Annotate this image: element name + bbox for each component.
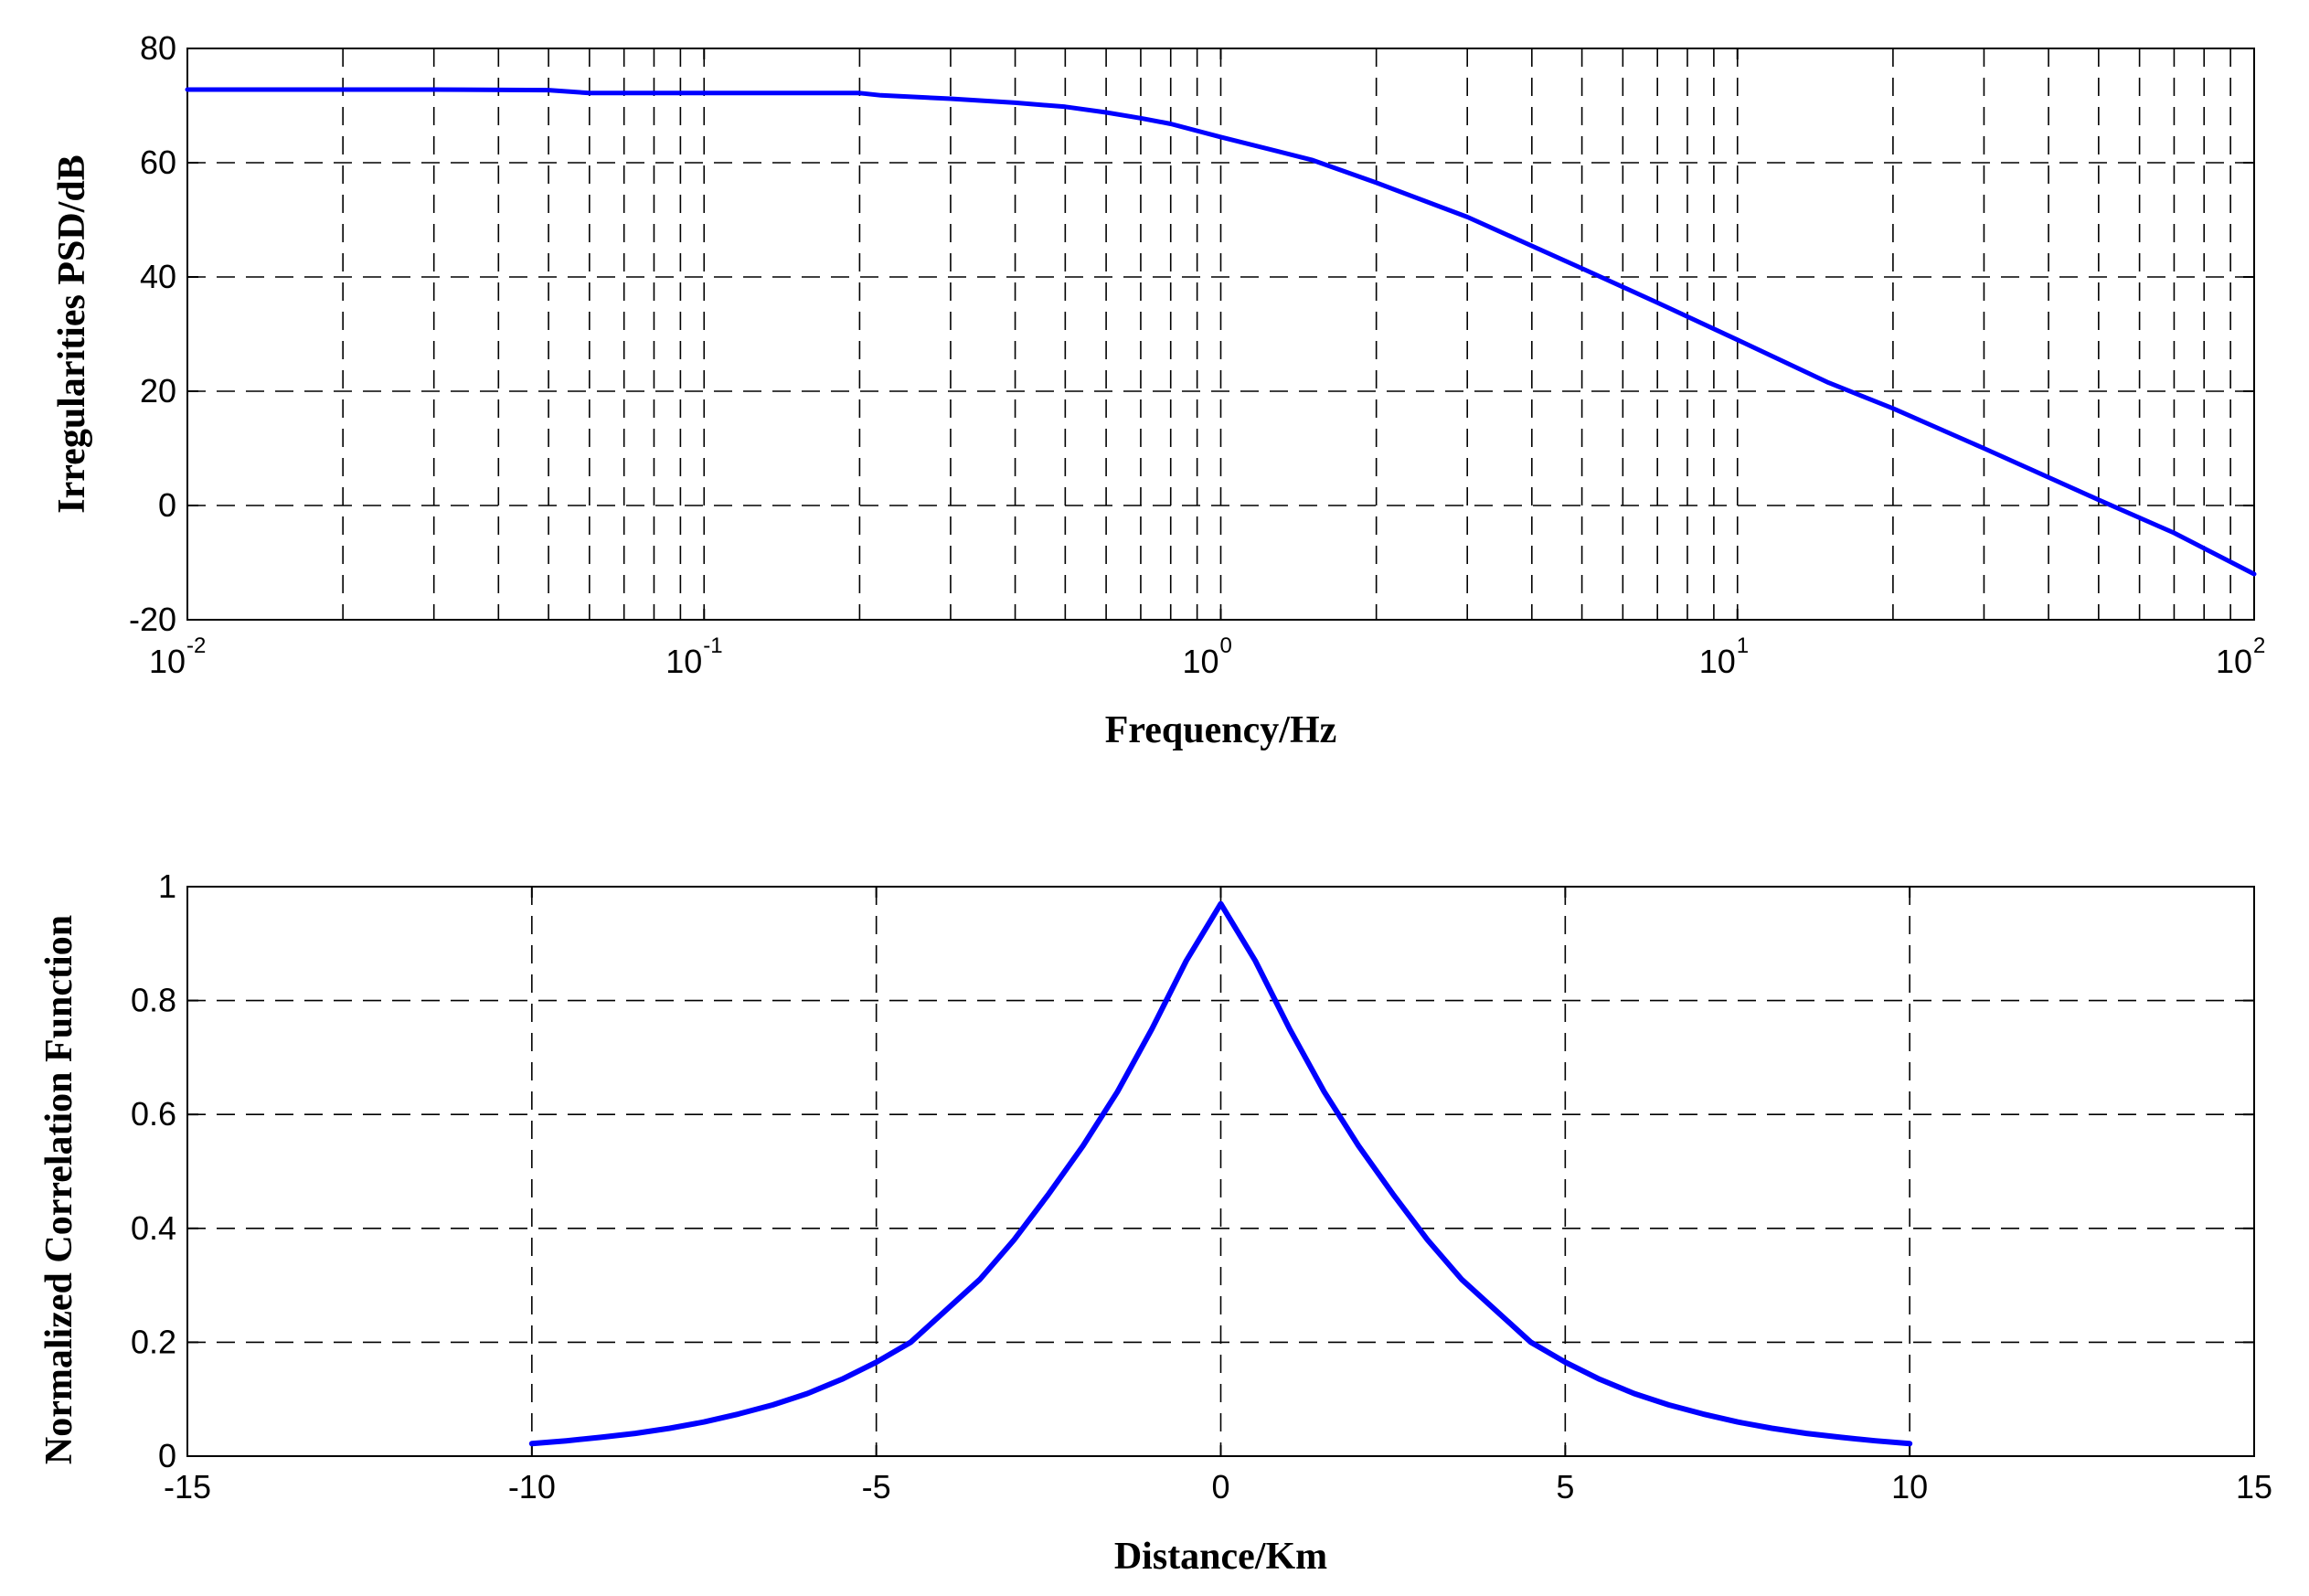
y-tick-label: 0.8 (131, 982, 176, 1019)
correlation-series-line (528, 900, 1913, 1447)
psd-plot-frame (186, 48, 2255, 621)
x-tick-label-exponent: 1 (1737, 633, 1749, 658)
correlation-ticks: -15 -10 -5 0 5 10 15 0 0.2 0.4 0.6 0.8 1 (131, 867, 2272, 1506)
psd-series-line (185, 87, 2257, 577)
x-tick-label: -15 (164, 1468, 211, 1506)
y-tick-label: 40 (140, 258, 176, 295)
x-tick-label-exponent: -2 (186, 633, 206, 658)
y-tick-label: 20 (140, 372, 176, 410)
y-tick-label: 0.4 (131, 1209, 176, 1247)
psd-grid (187, 48, 2254, 620)
x-tick-label: 5 (1556, 1468, 1574, 1506)
x-tick-label-exponent: 0 (1220, 633, 1232, 658)
x-tick-label: 10 (1891, 1468, 1928, 1506)
y-tick-label: 0 (158, 1437, 176, 1474)
psd-y-axis-label: Irregularities PSD/dB (51, 154, 93, 513)
x-tick-label-exponent: 2 (2253, 633, 2265, 658)
y-tick-label: 60 (140, 144, 176, 181)
correlation-x-axis-label: Distance/Km (1114, 1536, 1327, 1578)
correlation-chart: -15 -10 -5 0 5 10 15 0 0.2 0.4 0.6 0.8 1 Distance/Km… (38, 867, 2272, 1578)
x-tick-label-exponent: -1 (703, 633, 722, 658)
y-tick-label: 0 (158, 486, 176, 524)
y-tick-label: 1 (158, 867, 176, 905)
y-tick-label: 80 (140, 29, 176, 67)
y-tick-label: 0.2 (131, 1323, 176, 1360)
y-tick-label: -20 (129, 601, 176, 638)
correlation-plot-frame (186, 886, 2255, 1457)
correlation-y-axis-label: Normalized Correlation Function (38, 915, 80, 1464)
x-tick-label-base: 10 (2216, 643, 2252, 680)
y-tick-label: 0.6 (131, 1095, 176, 1133)
x-tick-label: 0 (1211, 1468, 1229, 1506)
x-tick-label: -5 (862, 1468, 891, 1506)
correlation-grid (187, 887, 2254, 1456)
x-tick-label-base: 10 (1182, 643, 1218, 680)
psd-x-axis-label: Frequency/Hz (1105, 709, 1337, 751)
x-tick-label-base: 10 (665, 643, 702, 680)
x-tick-label: -10 (508, 1468, 556, 1506)
x-tick-label-base: 10 (1699, 643, 1736, 680)
x-tick-label-base: 10 (149, 643, 186, 680)
x-tick-label: 15 (2236, 1468, 2272, 1506)
